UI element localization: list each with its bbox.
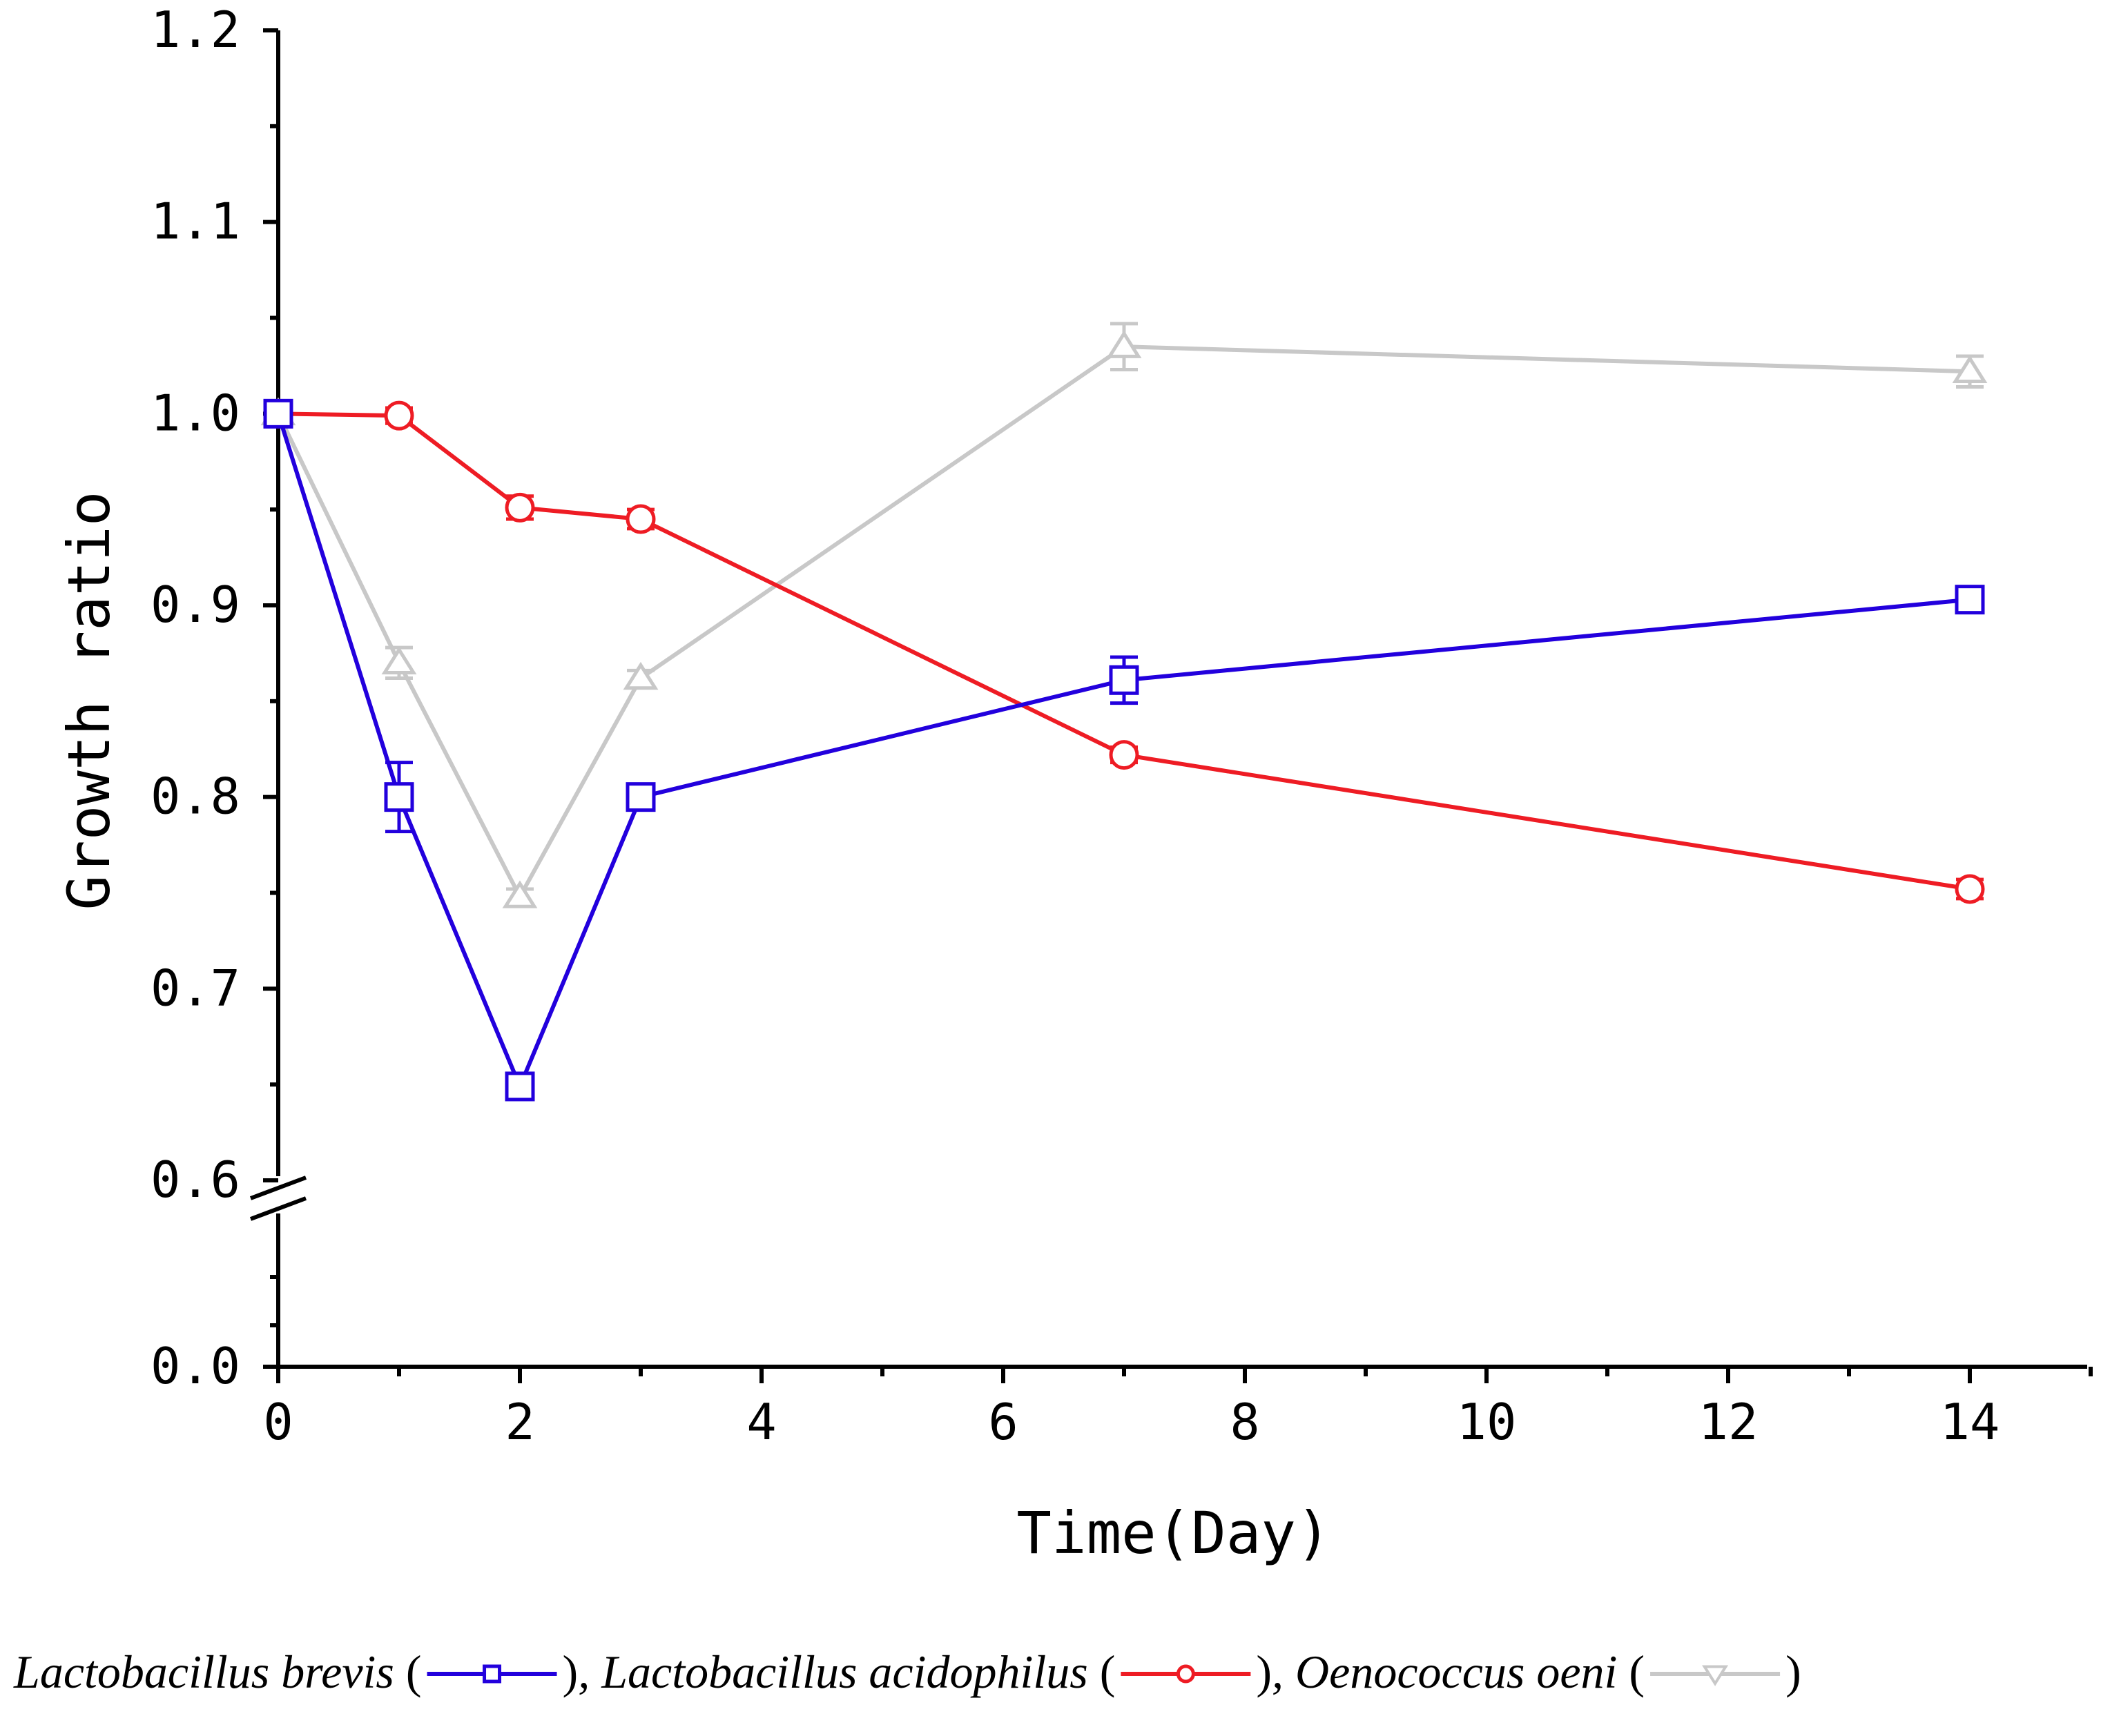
legend-separator: , [1272, 1646, 1295, 1698]
data-point [1955, 874, 1985, 904]
data-point [384, 782, 414, 812]
data-point [1955, 585, 1985, 615]
series-circle [263, 398, 1985, 904]
series-line [276, 344, 1971, 899]
data-point [626, 782, 656, 812]
x-tick-label: 6 [988, 1393, 1018, 1451]
axis-break-mark [249, 1196, 307, 1221]
data-point [505, 492, 535, 523]
x-axis-title: Time(Day) [1016, 1499, 1330, 1567]
data-point [1109, 665, 1139, 695]
x-tick-label: 8 [1230, 1393, 1259, 1451]
x-tick-label: 12 [1698, 1393, 1759, 1451]
y-tick-label: 0.9 [151, 576, 240, 634]
data-point [1109, 740, 1139, 770]
axis-ticks: 0.6 0.7 0.8 0.9 1.0 1.1 1.2 0.0 0 2 4 6 8 10 12 14 [151, 1, 2093, 1451]
legend-entry-name: Lactobacillus brevis [13, 1646, 406, 1698]
y-axis-title: Growth ratio [55, 491, 123, 910]
legend-entry-name: Oenococcus oeni [1295, 1646, 1629, 1698]
axis-break-mark [249, 1176, 307, 1200]
y-tick-label: 1.2 [151, 1, 240, 59]
legend-separator: , [578, 1646, 601, 1698]
series-line [276, 413, 1971, 1089]
legend-text: Lactobacillus brevis ( ), Lactobacillus … [13, 1646, 1801, 1698]
x-tick-label: 14 [1940, 1393, 2000, 1451]
data-point [623, 661, 659, 690]
data-point [626, 504, 656, 534]
x-tick-label: 4 [746, 1393, 776, 1451]
data-point [502, 880, 538, 908]
y-tick-label: 0.0 [151, 1337, 240, 1395]
legend-marker [1702, 1665, 1729, 1686]
data-point [1952, 355, 1988, 383]
y-tick-label: 1.0 [151, 384, 240, 442]
x-tick-label: 2 [505, 1393, 534, 1451]
y-tick-label: 1.1 [151, 193, 240, 251]
legend-marker [483, 1664, 502, 1684]
series-triangle [260, 322, 1988, 908]
data-point [384, 400, 414, 431]
legend-entry-name: Lactobacillus acidophilus [601, 1646, 1100, 1698]
series-square [263, 398, 1985, 1102]
x-tick-label: 10 [1457, 1393, 1517, 1451]
y-tick-label: 0.6 [151, 1151, 240, 1209]
legend-paren: ( [1100, 1646, 1116, 1698]
data-point [505, 1071, 535, 1102]
series-line [278, 411, 1971, 891]
legend-paren: ) [563, 1646, 579, 1698]
legend-paren: ) [1785, 1646, 1801, 1698]
legend-paren: ( [406, 1646, 422, 1698]
legend-marker [1176, 1664, 1195, 1684]
data-point [1106, 330, 1142, 358]
data-point [381, 646, 417, 675]
y-tick-label: 0.7 [151, 959, 240, 1017]
data-point [263, 398, 293, 429]
legend: Lactobacillus brevis ( ), Lactobacillus … [13, 1646, 1801, 1698]
legend-paren: ) [1256, 1646, 1272, 1698]
x-tick-label: 0 [263, 1393, 293, 1451]
legend-paren: ( [1629, 1646, 1645, 1698]
axes [249, 30, 2087, 1369]
y-tick-label: 0.8 [151, 768, 240, 826]
data-series [260, 322, 1988, 1102]
